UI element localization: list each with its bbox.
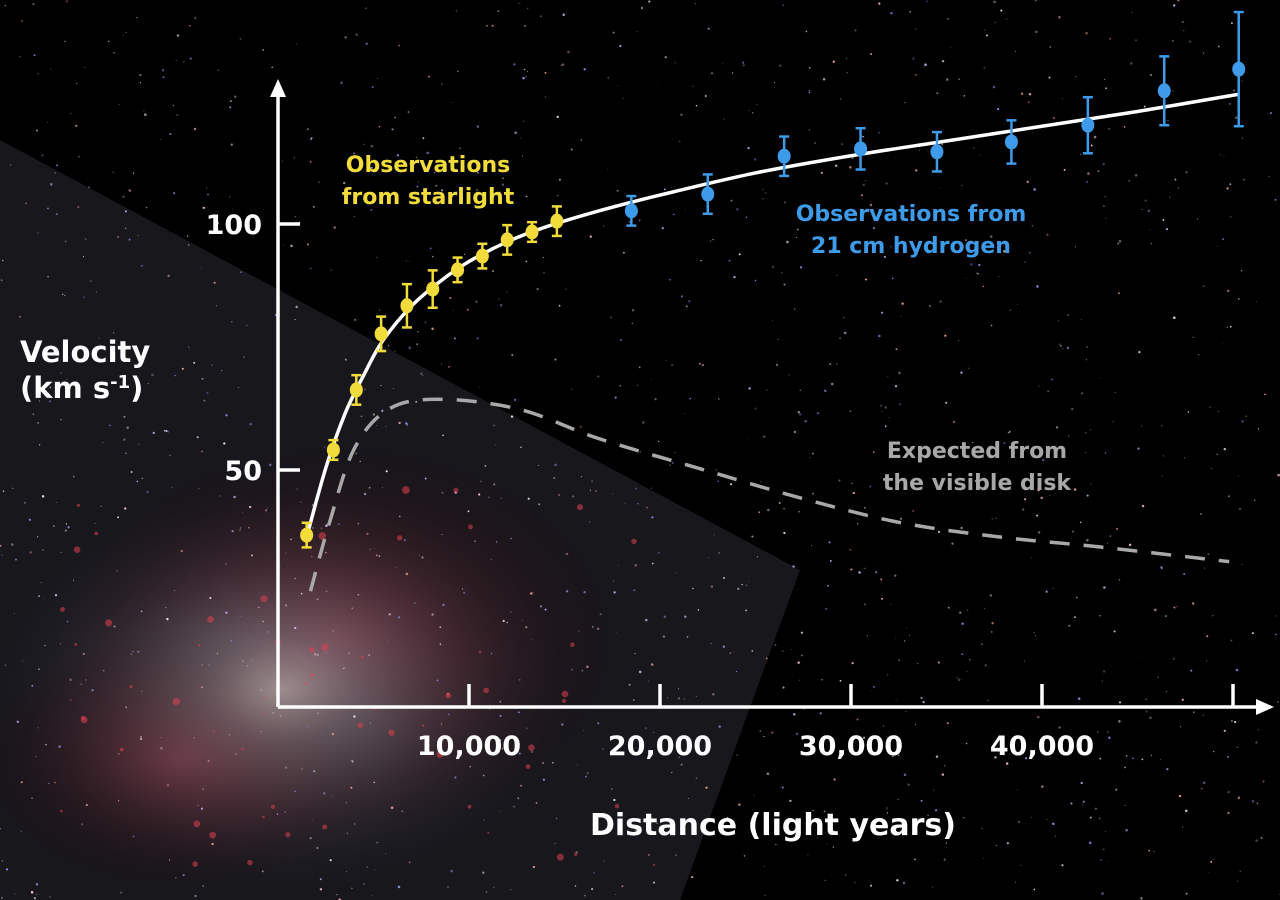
starlight-point [550,205,564,238]
data-marker [777,148,791,164]
data-marker [624,203,638,219]
hydrogen-point [624,194,638,227]
data-marker [500,232,514,248]
data-marker [1157,83,1171,99]
starlight-point [400,282,414,329]
y-tick-label: 100 [206,210,262,241]
data-marker [326,442,340,458]
hydrogen-point [777,135,791,178]
data-marker [525,224,539,240]
x-axis-arrow [1256,699,1274,715]
data-marker [1232,61,1246,77]
data-marker [451,262,465,278]
y-axis-label-unit: (km s-1) [20,371,143,405]
starlight-point [500,223,514,256]
starlight-point [374,315,388,353]
expected-label: the visible disk [883,471,1073,496]
hydrogen-point [1081,95,1095,155]
expected-visible-disk-curve [308,397,1230,592]
starlight-point [426,269,440,310]
unit-close: ) [130,371,143,405]
x-axis-label: Distance (light years) [590,808,956,843]
data-marker [854,141,868,157]
expected-label: Expected from [887,439,1067,464]
starlight-point [349,373,363,406]
x-tick-label: 30,000 [799,731,903,762]
hydrogen-point [1004,119,1018,165]
starlight-point [326,438,340,462]
x-tick-label: 20,000 [608,731,712,762]
data-marker [930,144,944,160]
starlight-label: from starlight [342,185,515,210]
data-marker [475,248,489,264]
starlight-point [300,521,314,549]
hydrogen-point [930,130,944,173]
data-marker [550,213,564,229]
y-axis-arrow [270,79,286,97]
hydrogen-label: 21 cm hydrogen [811,234,1011,259]
x-tick-label: 40,000 [990,731,1094,762]
fit-curve [304,92,1240,538]
starlight-point [475,242,489,270]
starlight-point [451,256,465,284]
y-axis-label: Velocity [20,335,150,369]
hydrogen-point [701,173,715,216]
data-marker [1081,117,1095,133]
y-tick-label: 50 [224,456,262,487]
x-tick-label: 10,000 [417,731,521,762]
hydrogen-point [1157,55,1171,127]
data-marker [400,298,414,314]
starlight-label: Observations [346,153,510,178]
data-marker [1004,134,1018,150]
unit-exponent: -1 [110,372,130,393]
data-marker [300,527,314,543]
hydrogen-point [1232,10,1246,128]
galaxy-image [0,440,620,900]
data-marker [426,281,440,297]
hydrogen-point [854,126,868,171]
starlight-point [525,220,539,244]
data-marker [374,326,388,342]
hydrogen-label: Observations from [796,202,1027,227]
data-marker [701,186,715,202]
data-marker [349,382,363,398]
